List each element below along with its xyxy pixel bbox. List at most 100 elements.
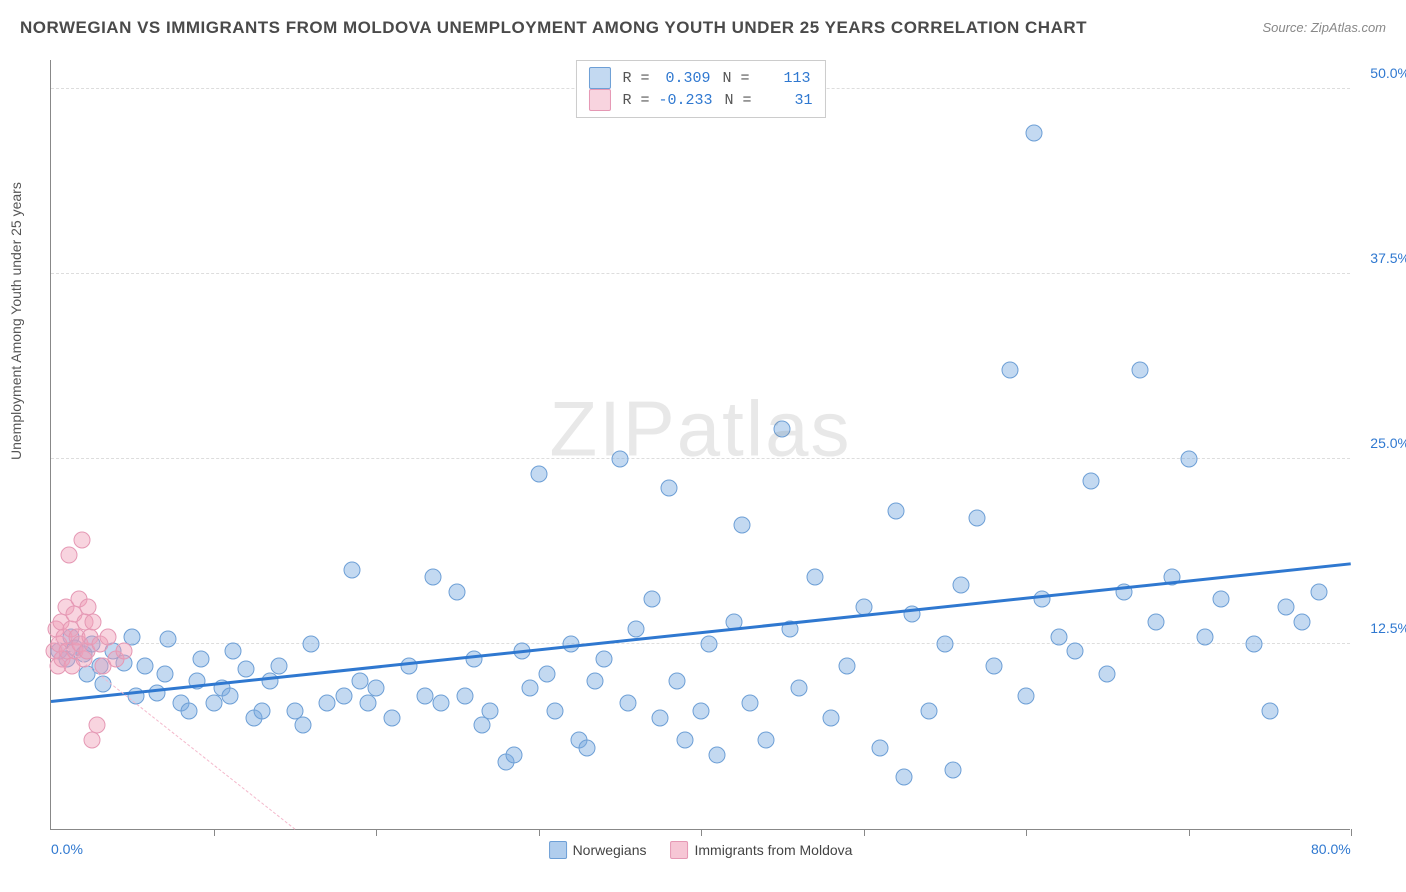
data-point: [709, 746, 726, 763]
legend-swatch: [588, 89, 610, 111]
data-point: [351, 672, 368, 689]
data-point: [644, 591, 661, 608]
data-point: [611, 450, 628, 467]
data-point: [660, 480, 677, 497]
source-attribution: Source: ZipAtlas.com: [1262, 20, 1386, 35]
x-tick: [1189, 829, 1190, 836]
data-point: [238, 661, 255, 678]
legend-swatch: [671, 841, 689, 859]
data-point: [1066, 643, 1083, 660]
data-point: [384, 709, 401, 726]
data-point: [88, 717, 105, 734]
data-point: [774, 421, 791, 438]
legend-item: Norwegians: [549, 841, 647, 859]
data-point: [416, 687, 433, 704]
data-point: [1196, 628, 1213, 645]
data-point: [156, 665, 173, 682]
data-point: [181, 702, 198, 719]
data-point: [628, 621, 645, 638]
legend-label: Norwegians: [573, 842, 647, 858]
y-tick-label: 50.0%: [1355, 65, 1406, 81]
n-label: N = 113: [722, 70, 810, 87]
data-point: [668, 672, 685, 689]
data-point: [1083, 473, 1100, 490]
x-tick: [376, 829, 377, 836]
data-point: [83, 732, 100, 749]
data-point: [270, 658, 287, 675]
data-point: [294, 717, 311, 734]
data-point: [359, 695, 376, 712]
data-point: [137, 658, 154, 675]
x-tick: [1026, 829, 1027, 836]
data-point: [1294, 613, 1311, 630]
n-label: N = 31: [725, 92, 813, 109]
data-point: [303, 635, 320, 652]
data-point: [579, 739, 596, 756]
data-point: [254, 702, 271, 719]
data-point: [73, 532, 90, 549]
data-point: [1001, 361, 1018, 378]
data-point: [1213, 591, 1230, 608]
legend-row: R = -0.233 N = 31: [588, 89, 812, 111]
data-point: [953, 576, 970, 593]
legend-item: Immigrants from Moldova: [671, 841, 853, 859]
y-axis-label: Unemployment Among Youth under 25 years: [8, 182, 24, 460]
gridline: [51, 458, 1350, 459]
x-tick: [214, 829, 215, 836]
scatter-plot: ZIPatlas R = 0.309 N = 113 R = -0.233 N = 3…: [50, 60, 1350, 830]
x-tick-label: 80.0%: [1311, 841, 1351, 857]
data-point: [221, 687, 238, 704]
y-tick-label: 37.5%: [1355, 250, 1406, 266]
data-point: [457, 687, 474, 704]
data-point: [1245, 635, 1262, 652]
data-point: [148, 684, 165, 701]
data-point: [595, 650, 612, 667]
data-point: [839, 658, 856, 675]
data-point: [871, 739, 888, 756]
data-point: [888, 502, 905, 519]
data-point: [522, 680, 539, 697]
r-label: R = -0.233: [622, 92, 712, 109]
x-tick: [864, 829, 865, 836]
data-point: [1131, 361, 1148, 378]
data-point: [1050, 628, 1067, 645]
data-point: [424, 569, 441, 586]
gridline: [51, 273, 1350, 274]
correlation-legend: R = 0.309 N = 113 R = -0.233 N = 31: [575, 60, 825, 118]
data-point: [652, 709, 669, 726]
data-point: [319, 695, 336, 712]
legend-swatch: [588, 67, 610, 89]
data-point: [985, 658, 1002, 675]
data-point: [896, 769, 913, 786]
legend-swatch: [549, 841, 567, 859]
data-point: [758, 732, 775, 749]
trend-line: [51, 562, 1351, 703]
data-point: [676, 732, 693, 749]
data-point: [433, 695, 450, 712]
r-label: R = 0.309: [622, 70, 710, 87]
data-point: [85, 613, 102, 630]
data-point: [449, 584, 466, 601]
data-point: [546, 702, 563, 719]
data-point: [587, 672, 604, 689]
data-point: [1278, 598, 1295, 615]
data-point: [335, 687, 352, 704]
data-point: [506, 746, 523, 763]
data-point: [1148, 613, 1165, 630]
data-point: [205, 695, 222, 712]
data-point: [1026, 125, 1043, 142]
data-point: [619, 695, 636, 712]
x-tick-label: 0.0%: [51, 841, 83, 857]
data-point: [473, 717, 490, 734]
data-point: [481, 702, 498, 719]
data-point: [701, 635, 718, 652]
legend-row: R = 0.309 N = 113: [588, 67, 812, 89]
data-point: [1261, 702, 1278, 719]
y-tick-label: 25.0%: [1355, 435, 1406, 451]
data-point: [60, 547, 77, 564]
data-point: [790, 680, 807, 697]
data-point: [1018, 687, 1035, 704]
data-point: [262, 672, 279, 689]
data-point: [99, 628, 116, 645]
watermark-text: ZIPatlas: [549, 384, 851, 475]
